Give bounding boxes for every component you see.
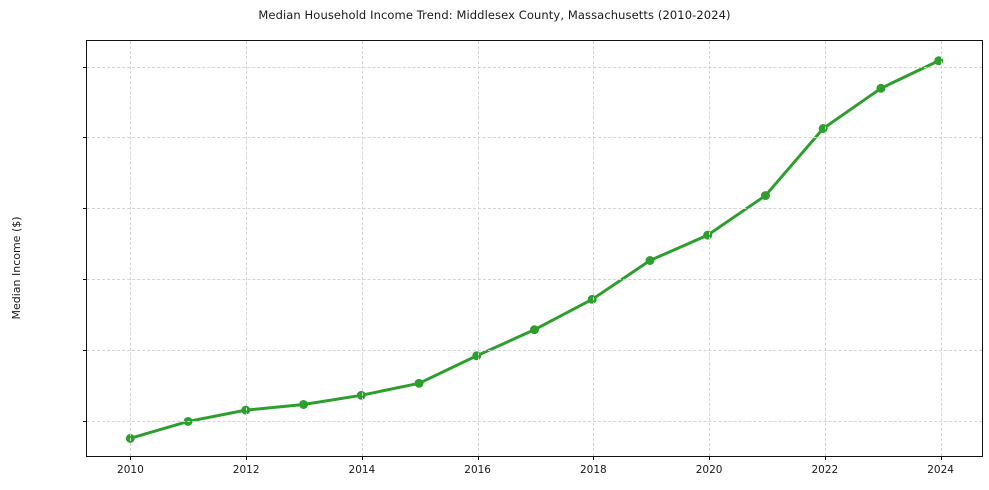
data-point-marker[interactable] [760, 191, 770, 201]
data-point-marker[interactable] [125, 433, 135, 443]
data-point-marker[interactable] [645, 256, 655, 265]
y-tick-mark [83, 350, 87, 352]
x-tick-label: 2010 [117, 464, 144, 476]
data-point-marker[interactable] [587, 294, 597, 304]
x-gridline [477, 41, 479, 456]
y-gridline [87, 137, 982, 139]
x-tick-label: 2012 [232, 464, 260, 476]
data-point-marker[interactable] [299, 399, 309, 409]
y-gridline [87, 208, 982, 210]
data-point-marker[interactable] [934, 56, 944, 66]
y-gridline [87, 421, 982, 423]
y-tick-mark [83, 279, 87, 281]
y-tick-mark [83, 421, 87, 423]
x-tick-mark [477, 456, 479, 460]
x-gridline [940, 41, 942, 456]
y-axis-label-container: Median Income ($) [10, 40, 30, 457]
y-gridline [87, 66, 982, 68]
y-gridline [87, 279, 982, 281]
x-gridline [824, 41, 826, 456]
data-point-marker[interactable] [356, 390, 366, 400]
x-tick-label: 2022 [811, 464, 839, 476]
data-point-marker[interactable] [472, 351, 482, 361]
y-gridline [87, 350, 982, 352]
chart-title: Median Household Income Trend: Middlesex… [258, 8, 731, 22]
data-point-marker[interactable] [703, 230, 713, 240]
data-point-marker[interactable] [414, 378, 424, 388]
x-tick-label: 2018 [579, 464, 607, 476]
y-tick-mark [83, 66, 87, 68]
data-point-marker[interactable] [818, 124, 828, 133]
y-tick-mark [83, 137, 87, 139]
x-tick-label: 2016 [464, 464, 491, 476]
income-line-series [125, 56, 944, 443]
x-gridline [709, 41, 711, 456]
x-tick-mark [709, 456, 711, 460]
x-tick-mark [824, 456, 826, 460]
x-gridline [593, 41, 595, 456]
x-gridline [361, 41, 363, 456]
data-point-marker[interactable] [530, 325, 539, 335]
x-tick-mark [130, 456, 132, 460]
x-tick-mark [246, 456, 248, 460]
x-gridline [246, 41, 248, 456]
x-tick-mark [361, 456, 363, 460]
y-axis-label: Median Income ($) [10, 216, 23, 320]
data-point-marker[interactable] [876, 83, 886, 93]
x-gridline [130, 41, 132, 456]
x-tick-mark [940, 456, 942, 460]
data-point-marker[interactable] [241, 405, 251, 415]
x-tick-label: 2024 [927, 464, 954, 476]
plot-area: $80,000$90,000$100,000$110,000$120,000$1… [83, 40, 983, 476]
income-trend-line [128, 59, 941, 440]
x-tick-label: 2020 [695, 464, 723, 476]
x-tick-mark [593, 456, 595, 460]
y-tick-mark [83, 208, 87, 210]
x-tick-label: 2014 [348, 464, 376, 476]
